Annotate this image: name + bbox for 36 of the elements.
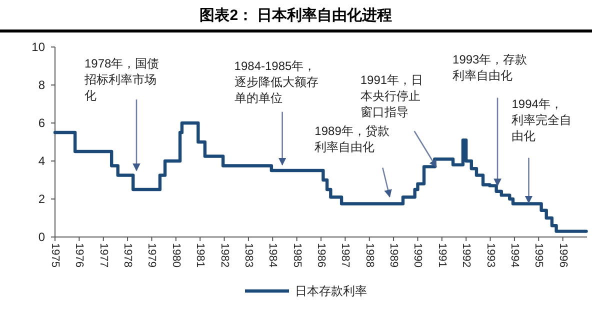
- chart-title: 图表2： 日本利率自由化进程: [200, 6, 392, 24]
- annotation: 1991年，日本央行停止窗口指导: [360, 73, 424, 120]
- y-tick-label: 8: [38, 78, 46, 92]
- y-tick-label: 2: [38, 192, 46, 206]
- x-tick-label: 1993: [484, 243, 496, 268]
- x-tick-label: 1977: [97, 243, 110, 268]
- annotation: 1994年，利率完全自由化: [512, 96, 572, 143]
- x-tick-label: 1990: [412, 243, 424, 268]
- x-tick-label: 1989: [388, 243, 400, 268]
- x-tick-label: 1985: [290, 243, 303, 268]
- annotation: 1978年，国债招标利率市场化: [83, 56, 160, 102]
- annotation: 1984-1985年，逐步降低大额存单的单位: [234, 58, 318, 105]
- y-tick-label: 6: [38, 116, 46, 130]
- x-tick-label: 1996: [556, 243, 569, 268]
- x-tick-label: 1988: [363, 243, 376, 268]
- y-tick-label: 10: [32, 40, 46, 54]
- x-tick-label: 1981: [194, 243, 206, 268]
- y-tick-label: 0: [38, 230, 46, 244]
- x-tick-label: 1979: [146, 243, 158, 268]
- x-tick-label: 1987: [339, 243, 352, 268]
- x-tick-label: 1995: [532, 243, 545, 268]
- x-tick-label: 1984: [266, 243, 279, 268]
- x-tick-label: 1986: [315, 243, 327, 268]
- x-tick-label: 1978: [122, 243, 134, 268]
- x-tick-label: 1992: [460, 243, 472, 268]
- x-tick-label: 1991: [436, 243, 448, 268]
- annotation: 1993年，存款利率自由化: [452, 52, 528, 83]
- x-tick-label: 1983: [242, 243, 254, 268]
- legend-label: 日本存款利率: [295, 284, 367, 298]
- y-tick-label: 4: [38, 154, 46, 168]
- x-tick-label: 1994: [508, 243, 520, 268]
- x-tick-label: 1975: [49, 243, 61, 268]
- x-tick-label: 1976: [73, 243, 86, 268]
- x-tick-label: 1980: [170, 243, 182, 268]
- x-tick-label: 1982: [218, 243, 230, 268]
- annotation: 1989年，贷款利率自由化: [314, 124, 390, 154]
